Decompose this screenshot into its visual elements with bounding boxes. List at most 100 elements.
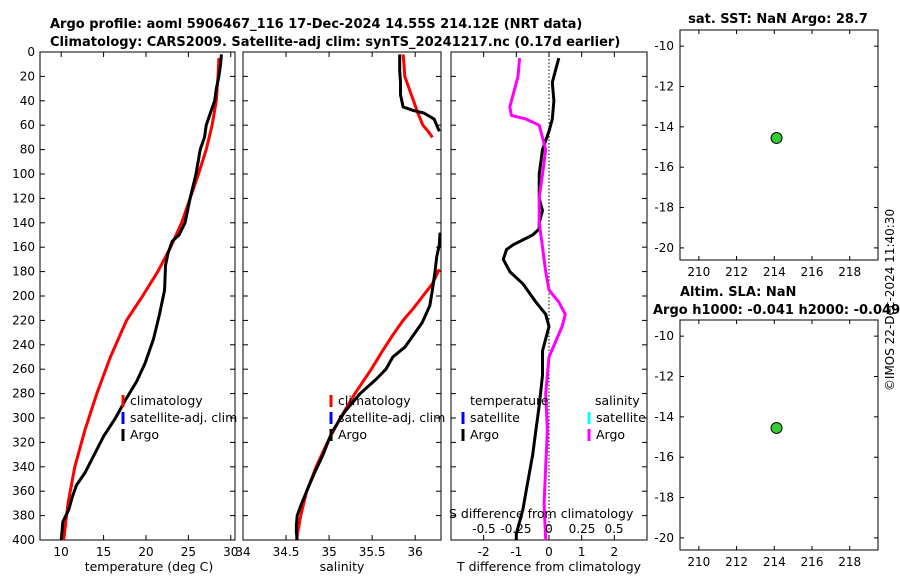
map-x-tick-label: 210 — [687, 265, 710, 279]
series-line-climatology — [62, 58, 221, 541]
map-y-tick-label: -20 — [654, 241, 674, 255]
legend-t-satellite: satellite — [470, 410, 520, 425]
imos-timestamp: ©IMOS 22-Dec-2024 11:40:30 — [883, 209, 897, 391]
y-tick-label: 200 — [12, 289, 35, 303]
salinity-panel: 34 34.5 35 35.5 36 salinity climatology sate… — [235, 51, 445, 574]
temperature-panel: 10 15 20 25 30020406080100120140160180200220… — [12, 45, 238, 574]
x-tick-label: 0 — [545, 545, 553, 559]
title-line-2: Climatology: CARS2009. Satellite-adj cli… — [50, 35, 620, 50]
map-x-tick-label: 210 — [687, 555, 710, 569]
difference-axes-frame — [450, 51, 648, 541]
s-tick-label: -0.5 — [472, 522, 495, 536]
series-line-argo-t-diff — [501, 57, 561, 540]
legend-s-argo: Argo — [596, 427, 625, 442]
sla-map-panel: Altim. SLA: NaN Argo h1000: -0.041 h2000… — [653, 285, 900, 569]
map-x-tick-label: 212 — [725, 555, 748, 569]
y-tick-label: 80 — [20, 143, 35, 157]
s-tick-label: 0.5 — [604, 522, 623, 536]
map-x-tick-label: 218 — [838, 555, 861, 569]
float-location-marker — [770, 131, 783, 144]
y-tick-label: 400 — [12, 533, 35, 547]
y-tick-label: 340 — [12, 460, 35, 474]
map-y-tick-label: -14 — [654, 120, 674, 134]
y-tick-label: 320 — [12, 435, 35, 449]
x-tick-label: 15 — [96, 545, 111, 559]
x-tick-label: 34.5 — [273, 545, 300, 559]
series-line-argo-s-diff — [508, 57, 567, 541]
x-tick-label: 35.5 — [359, 545, 386, 559]
y-tick-label: 160 — [12, 240, 35, 254]
temperature-xlabel: temperature (deg C) — [85, 559, 214, 574]
s-tick-label: -0.25 — [500, 522, 531, 536]
y-tick-label: 20 — [20, 69, 35, 83]
map-x-tick-label: 216 — [801, 555, 824, 569]
y-tick-label: 0 — [27, 45, 35, 59]
legend-climatology: climatology — [338, 393, 411, 408]
sst-map-title: sat. SST: NaN Argo: 28.7 — [688, 12, 868, 27]
y-tick-label: 300 — [12, 411, 35, 425]
y-tick-label: 380 — [12, 509, 35, 523]
map-y-tick-label: -12 — [654, 369, 674, 383]
legend-temperature-heading: temperature — [470, 393, 549, 408]
series-line-climatology — [401, 54, 434, 139]
x-tick-label: 30 — [223, 545, 238, 559]
map-x-tick-label: 214 — [763, 265, 786, 279]
x-tick-label: 35 — [321, 545, 336, 559]
x-tick-label: 25 — [181, 545, 196, 559]
float-location-marker — [770, 421, 783, 434]
series-line-argo — [59, 54, 223, 541]
map-x-tick-label: 216 — [801, 265, 824, 279]
map-y-tick-label: -16 — [654, 160, 674, 174]
y-tick-label: 100 — [12, 167, 35, 181]
series-line-argo — [398, 54, 441, 132]
y-tick-label: 60 — [20, 118, 35, 132]
legend-salinity-heading: salinity — [595, 393, 640, 408]
map-y-tick-label: -10 — [654, 329, 674, 343]
s-tick-label: 0 — [545, 522, 553, 536]
map-y-tick-label: -20 — [654, 531, 674, 545]
map-x-tick-label: 212 — [725, 265, 748, 279]
y-tick-label: 240 — [12, 338, 35, 352]
x-tick-label: 20 — [138, 545, 153, 559]
legend-argo: Argo — [338, 427, 367, 442]
map-x-tick-label: 214 — [763, 555, 786, 569]
x-tick-label: -2 — [478, 545, 490, 559]
sla-map-frame — [679, 319, 879, 551]
sla-map-title-2: Argo h1000: -0.041 h2000: -0.049 — [653, 303, 900, 318]
title-line-1: Argo profile: aoml 5906467_116 17-Dec-20… — [50, 17, 582, 32]
salinity-axes-frame — [242, 51, 442, 541]
legend-s-satellite: satellite — [596, 410, 646, 425]
salinity-xlabel: salinity — [320, 559, 365, 574]
legend-argo: Argo — [130, 427, 159, 442]
sla-map-title: Altim. SLA: NaN — [680, 285, 796, 300]
map-y-tick-label: -18 — [654, 491, 674, 505]
map-y-tick-label: -14 — [654, 410, 674, 424]
series-line-argo — [294, 232, 442, 541]
map-x-tick-label: 218 — [838, 265, 861, 279]
map-y-tick-label: -12 — [654, 79, 674, 93]
s-difference-label: S difference from climatology — [449, 506, 634, 521]
x-tick-label: 34 — [235, 545, 250, 559]
x-tick-label: -1 — [510, 545, 522, 559]
y-tick-label: 360 — [12, 484, 35, 498]
y-tick-label: 120 — [12, 191, 35, 205]
sst-map-frame — [679, 29, 879, 261]
legend-satellite: satellite-adj. clim — [130, 410, 237, 425]
y-tick-label: 280 — [12, 387, 35, 401]
difference-xlabel: T difference from climatology — [456, 559, 642, 574]
y-tick-label: 260 — [12, 362, 35, 376]
x-tick-label: 2 — [611, 545, 619, 559]
x-tick-label: 10 — [54, 545, 69, 559]
x-tick-label: 36 — [408, 545, 423, 559]
y-tick-label: 220 — [12, 313, 35, 327]
map-y-tick-label: -16 — [654, 450, 674, 464]
y-tick-label: 140 — [12, 216, 35, 230]
y-tick-label: 180 — [12, 265, 35, 279]
map-y-tick-label: -18 — [654, 201, 674, 215]
x-tick-label: 1 — [578, 545, 586, 559]
legend-t-argo: Argo — [470, 427, 499, 442]
legend-climatology: climatology — [130, 393, 203, 408]
legend-satellite: satellite-adj. clim — [338, 410, 445, 425]
map-y-tick-label: -10 — [654, 39, 674, 53]
